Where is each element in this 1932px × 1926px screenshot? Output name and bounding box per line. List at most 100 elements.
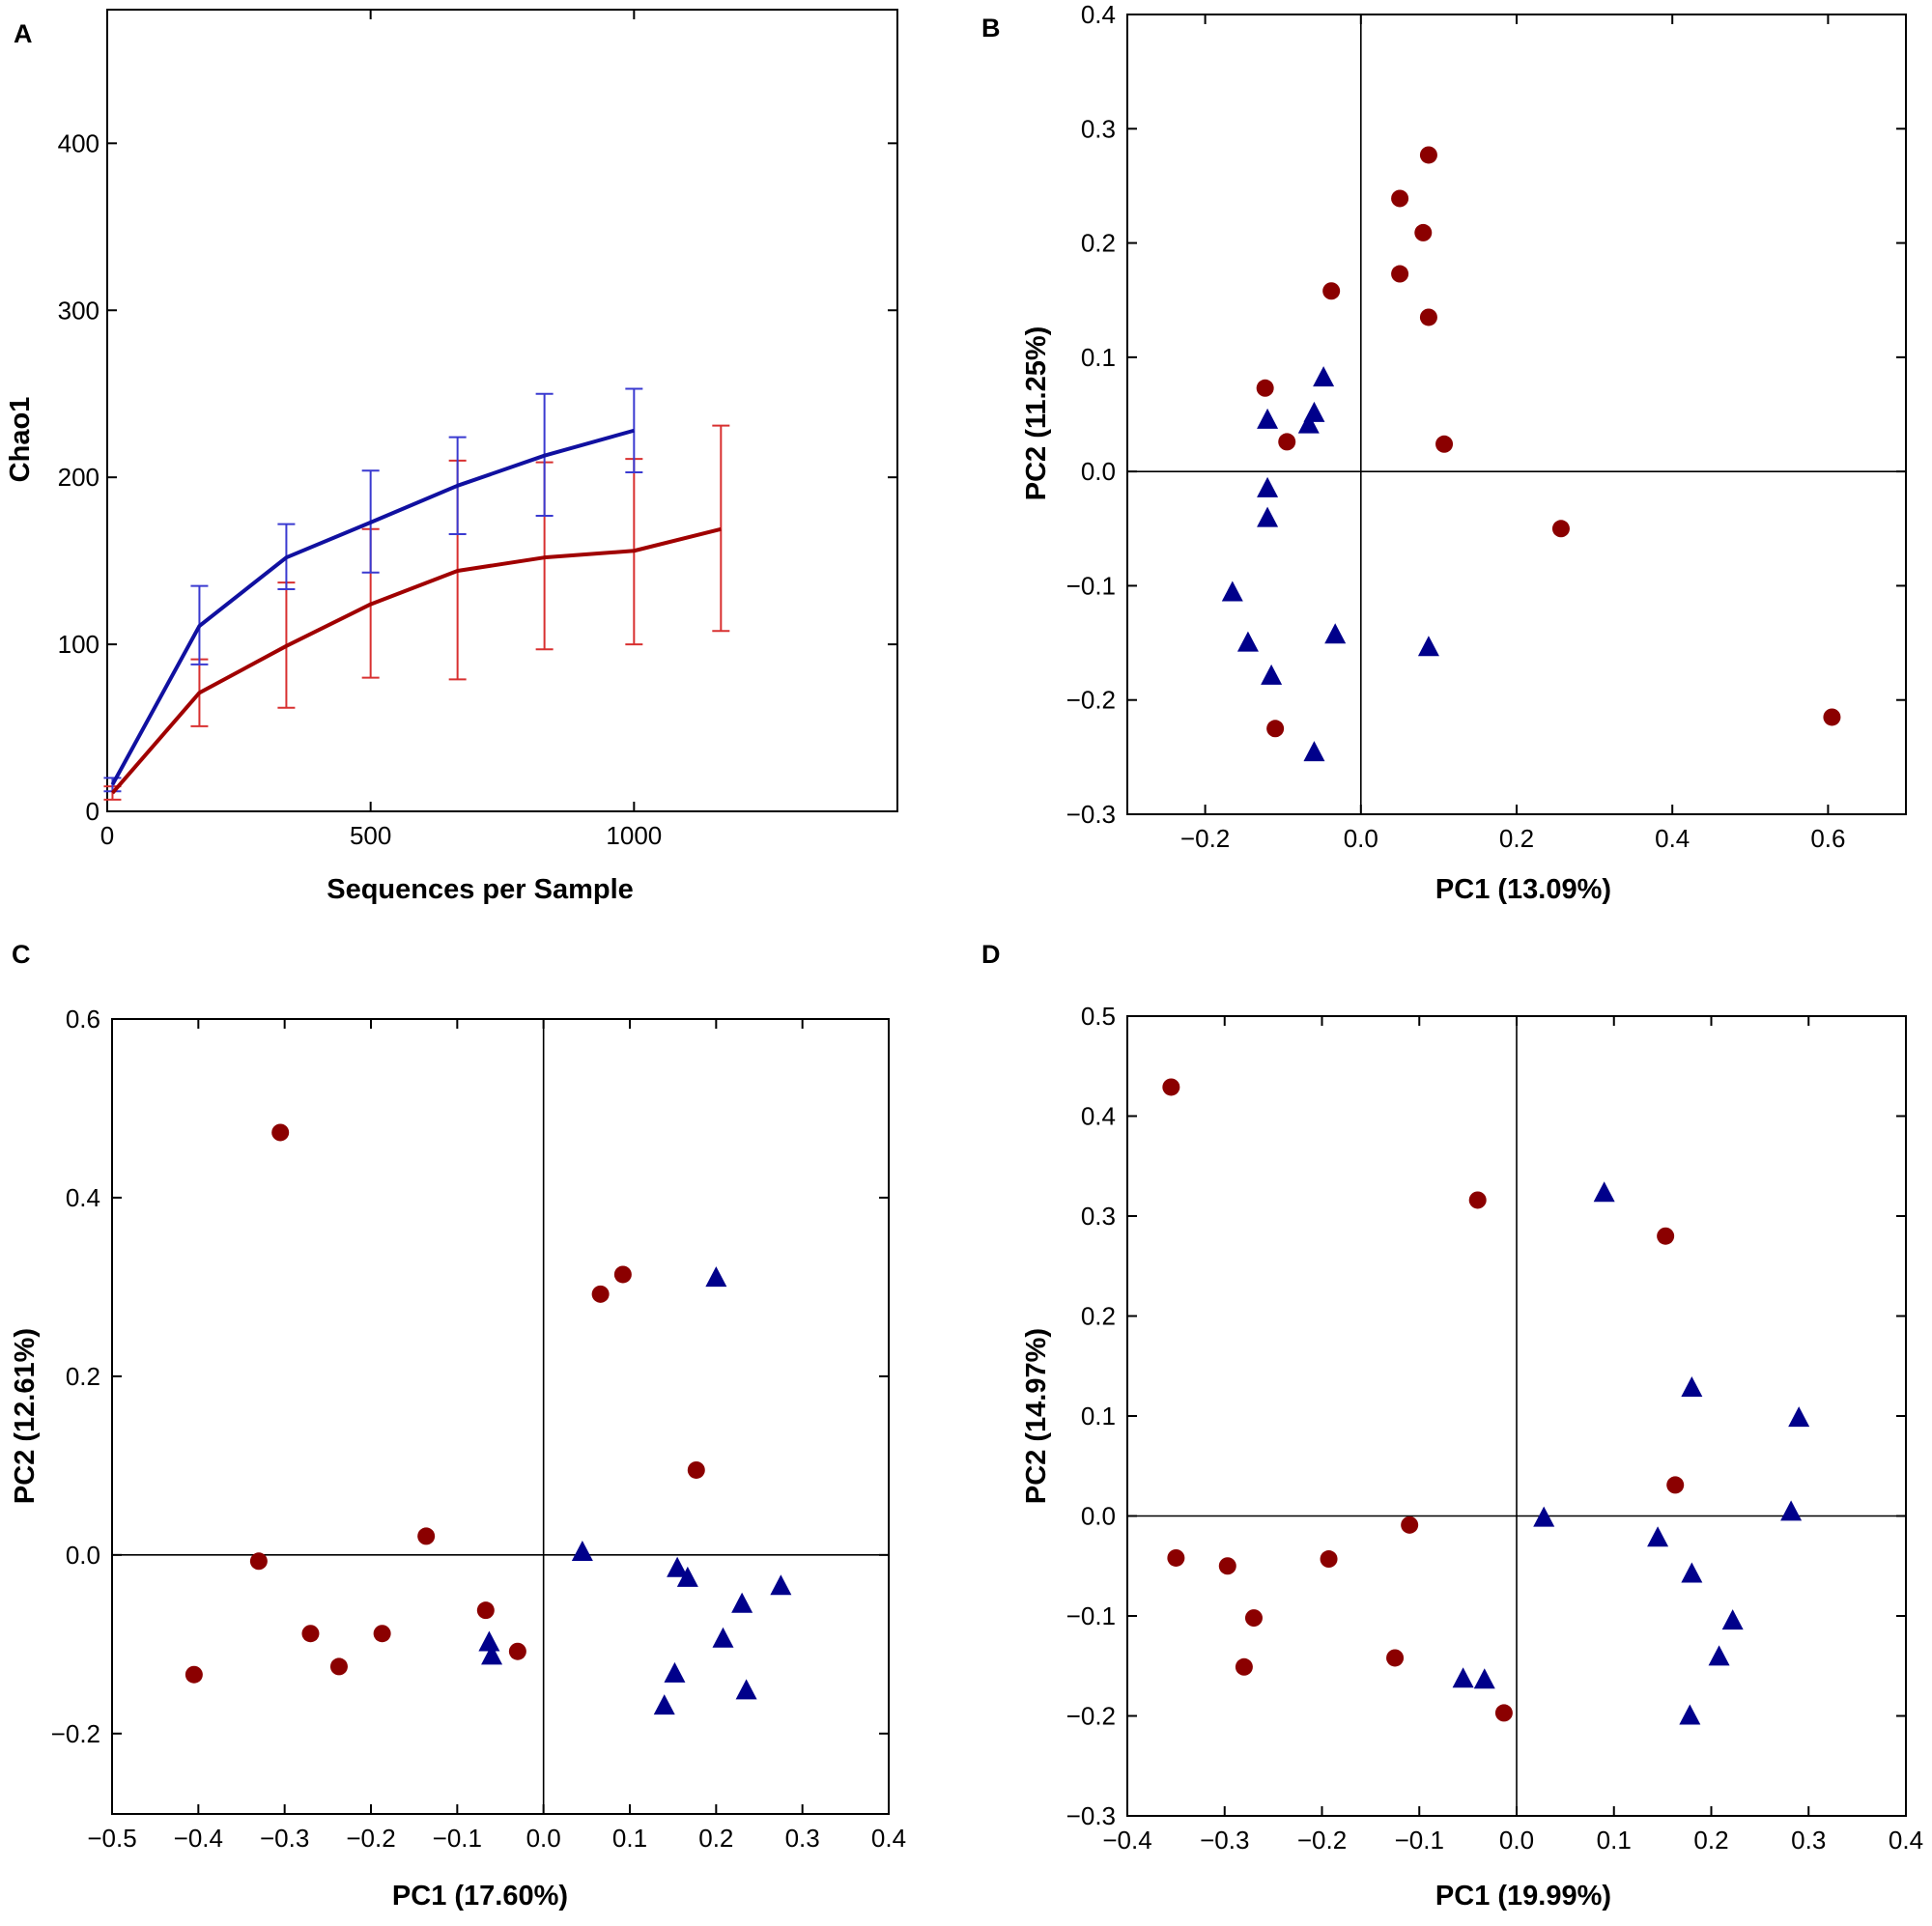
panel-b-point-red-circle (1256, 379, 1274, 397)
panel-d-points (1162, 1078, 1810, 1725)
panel-c-point-red-circle (613, 1265, 632, 1284)
panel-b-y-tick-label: −0.2 (1066, 686, 1116, 715)
panel-c-x-tick-label: 0.3 (785, 1824, 820, 1853)
series-line-red (110, 526, 722, 795)
panel-b-point-blue-triangle (1313, 366, 1335, 387)
panel-c-x-tick-label: −0.4 (174, 1824, 223, 1853)
panel-d-point-blue-triangle (1780, 1500, 1803, 1521)
panel-c-y-tick-label: 0.2 (66, 1362, 100, 1391)
panel-d-point-blue-triangle (1647, 1526, 1669, 1547)
panel-d-point-red-circle (1167, 1548, 1185, 1567)
panel-d-y-tick-label: 0.1 (1081, 1402, 1116, 1430)
panel-c-y-tick-label: −0.2 (51, 1719, 100, 1748)
panel-a-y-tick-label: 100 (58, 630, 99, 659)
panel-d-point-blue-triangle (1681, 1562, 1703, 1583)
panel-b-point-red-circle (1419, 308, 1437, 326)
panel-a-y-axis-title: Chao1 (5, 397, 36, 483)
panel-d-y-tick-label: −0.1 (1066, 1601, 1116, 1630)
panel-d-y-tick-label: −0.3 (1066, 1801, 1116, 1830)
panel-d-x-tick-label: 0.3 (1791, 1826, 1826, 1855)
panel-b-point-red-circle (1551, 520, 1570, 538)
panel-c-point-red-circle (185, 1665, 203, 1684)
panel-b-x-tick-label: 0.6 (1810, 824, 1845, 853)
panel-c-x-axis-title: PC1 (17.60%) (392, 1881, 568, 1912)
panel-d-point-blue-triangle (1473, 1668, 1495, 1689)
panel-letter-c: C (12, 940, 31, 969)
panel-b-point-blue-triangle (1303, 741, 1325, 762)
panel-b-y-axis-title: PC2 (11.25%) (1021, 326, 1052, 501)
panel-b-y-tick-label: 0.3 (1081, 114, 1116, 143)
panel-a-y-tick-label: 400 (58, 128, 99, 157)
panel-c-point-red-circle (249, 1552, 268, 1571)
panel-b-point-red-circle (1823, 708, 1841, 726)
panel-c-point-blue-triangle (676, 1566, 698, 1587)
panel-d-y-tick-label: 0.2 (1081, 1302, 1116, 1331)
panel-c-point-blue-triangle (481, 1644, 503, 1665)
panel-c-point-red-circle (301, 1625, 320, 1643)
panel-a-error-bars (103, 387, 730, 801)
panel-d-point-blue-triangle (1593, 1181, 1615, 1203)
panel-c-frame (111, 1018, 890, 1815)
panel-d-y-tick-label: 0.0 (1081, 1502, 1116, 1531)
panel-b-point-red-circle (1266, 720, 1285, 738)
panel-b-x-tick-label: 0.4 (1655, 824, 1690, 853)
panel-b-point-blue-triangle (1324, 623, 1347, 644)
panel-c-x-tick-label: 0.1 (612, 1824, 647, 1853)
panel-d-point-red-circle (1468, 1191, 1487, 1209)
panel-c-y-tick-label: 0.6 (66, 1005, 100, 1034)
panel-c-point-blue-triangle (571, 1541, 593, 1562)
panel-a-x-tick-label: 1000 (606, 821, 662, 850)
panel-c-points (185, 1123, 792, 1715)
panel-letter-b: B (981, 14, 1001, 42)
panel-b-point-red-circle (1322, 282, 1341, 300)
panel-d-point-red-circle (1218, 1557, 1236, 1575)
panel-c-x-tick-label: 0.2 (698, 1824, 733, 1853)
panel-c-point-red-circle (417, 1527, 436, 1545)
panel-d-y-tick-label: −0.2 (1066, 1702, 1116, 1731)
panel-b-point-red-circle (1391, 189, 1409, 208)
panel-d-point-blue-triangle (1679, 1704, 1701, 1725)
panel-c-point-blue-triangle (667, 1556, 689, 1577)
panel-d-chart: −0.4 −0.3 −0.2 −0.1 0.0 0.1 0.2 0.3 0.4−0.3−0.2−… (1021, 1002, 1923, 1912)
panel-c-point-red-circle (271, 1123, 290, 1142)
panel-d-x-tick-label: −0.1 (1395, 1826, 1444, 1855)
panel-c-point-red-circle (373, 1625, 391, 1643)
panel-a-lines (110, 428, 722, 795)
panel-a-chart: 0 500 1000 0 100 200 300 400 Sequences per Samp… (5, 9, 898, 905)
panel-b-points (1221, 146, 1841, 762)
panel-d-point-red-circle (1494, 1704, 1513, 1722)
panel-b-x-tick-label: 0.2 (1499, 824, 1534, 853)
panel-b-point-red-circle (1435, 435, 1454, 453)
panel-d-axes: −0.4 −0.3 −0.2 −0.1 0.0 0.1 0.2 0.3 0.4−0.3−0.2−… (1066, 1002, 1923, 1855)
panel-c-x-tick-label: 0.4 (871, 1824, 906, 1853)
panel-b-y-tick-label: −0.1 (1066, 571, 1116, 600)
panel-a-x-axis-title: Sequences per Sample (327, 874, 634, 905)
panel-d-x-tick-label: 0.2 (1693, 1826, 1728, 1855)
panel-d-x-tick-label: −0.3 (1200, 1826, 1249, 1855)
panel-d-point-red-circle (1235, 1657, 1253, 1676)
panel-d-point-red-circle (1162, 1078, 1180, 1096)
panel-c-x-tick-label: −0.1 (433, 1824, 482, 1853)
panel-c-point-blue-triangle (705, 1266, 727, 1288)
panel-d-x-tick-label: 0.4 (1889, 1826, 1923, 1855)
panel-c-y-tick-label: 0.4 (66, 1183, 100, 1212)
panel-c-point-blue-triangle (712, 1627, 734, 1648)
panel-c-point-red-circle (329, 1657, 348, 1676)
panel-b-point-blue-triangle (1257, 408, 1279, 429)
panel-c-point-red-circle (508, 1642, 526, 1660)
panel-d-point-blue-triangle (1533, 1506, 1555, 1527)
panel-b-point-red-circle (1414, 223, 1433, 241)
panel-c-axes: −0.5 −0.4 −0.3 −0.2 −0.1 0.0 0.1 0.2 0.3 0.4 −0.2 0… (51, 1005, 906, 1853)
panel-d-x-tick-label: −0.2 (1297, 1826, 1347, 1855)
panel-b-y-tick-label: −0.3 (1066, 800, 1116, 829)
panel-c-x-tick-label: −0.2 (346, 1824, 395, 1853)
panel-d-point-blue-triangle (1788, 1406, 1810, 1428)
panel-letter-a: A (14, 19, 33, 48)
panel-b-x-tick-label: 0.0 (1344, 824, 1378, 853)
panel-c-point-red-circle (591, 1285, 610, 1303)
panel-d-x-tick-label: 0.0 (1499, 1826, 1534, 1855)
panel-d-x-tick-label: 0.1 (1597, 1826, 1632, 1855)
panel-d-y-tick-label: 0.3 (1081, 1202, 1116, 1231)
panel-b-point-red-circle (1278, 433, 1296, 451)
